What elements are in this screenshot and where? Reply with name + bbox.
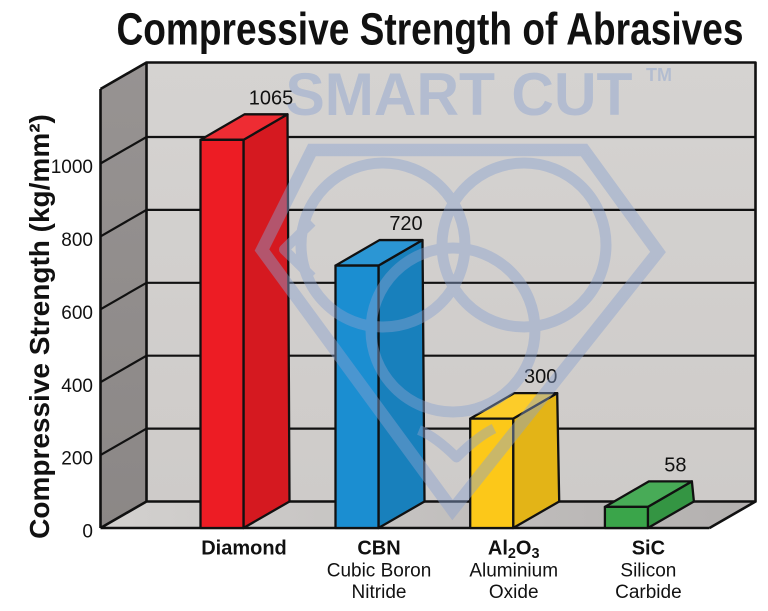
category-sublabel: Carbide	[615, 582, 682, 603]
bar-front-face	[469, 417, 515, 530]
category-label: CBN	[357, 538, 400, 560]
category-sublabel: Oxide	[489, 582, 539, 603]
bar-cbn	[334, 238, 426, 530]
y-tick-200: 200	[61, 449, 93, 470]
category-sublabel: Silicon	[620, 561, 676, 582]
logo-diamond-outline	[254, 143, 666, 521]
bar-value-label: 300	[524, 366, 557, 388]
y-tick-800: 800	[61, 230, 93, 251]
y-tick-0: 0	[82, 522, 93, 543]
bar-diamond	[199, 113, 291, 530]
logo-ring-right	[436, 157, 612, 333]
category-label: SiC	[632, 538, 665, 560]
category-label: Al2​O3​	[488, 538, 540, 563]
smart-cut-logo-icon	[254, 143, 666, 521]
bar-side-face	[242, 113, 291, 530]
category-sublabel: Nitride	[352, 582, 407, 603]
chart-title: Compressive Strength of Abrasives	[117, 4, 744, 55]
logo-bottom-facet-chevron	[416, 424, 497, 463]
bar-value-label: 1065	[249, 87, 294, 109]
bar-value-label: 58	[664, 454, 686, 476]
category-sublabel: Aluminium	[469, 561, 558, 582]
logo-ring-bottom	[365, 242, 541, 418]
watermark-text: SMART CUT	[286, 61, 633, 128]
y-tick-1000: 1000	[51, 157, 93, 178]
box-edges	[99, 61, 757, 530]
bar-al2o3	[469, 392, 561, 530]
category-label: Diamond	[201, 538, 287, 560]
bars	[199, 113, 696, 530]
plot-3d-box	[100, 62, 756, 528]
bar-front-face	[199, 138, 245, 530]
y-tick-600: 600	[61, 303, 93, 324]
watermark: SMART CUT TM	[254, 61, 672, 521]
box-edge-lines	[99, 61, 757, 530]
y-axis-label: Compressive Strength (kg/mm²)	[24, 114, 55, 539]
y-tick-labels: 0 200 400 600 800 1000	[51, 157, 93, 542]
bar-front-face	[603, 505, 650, 530]
bar-value-label: 720	[389, 213, 422, 235]
trademark-symbol: TM	[646, 65, 672, 85]
logo-left-facet-chevron	[279, 218, 316, 281]
bar-front-face	[334, 264, 380, 530]
logo-ring-left	[295, 157, 471, 333]
value-labels: 1065 720 300 58	[249, 87, 687, 476]
bar-sic	[603, 480, 696, 530]
y-tick-400: 400	[61, 376, 93, 397]
category-sublabel: Cubic Boron	[327, 561, 432, 582]
